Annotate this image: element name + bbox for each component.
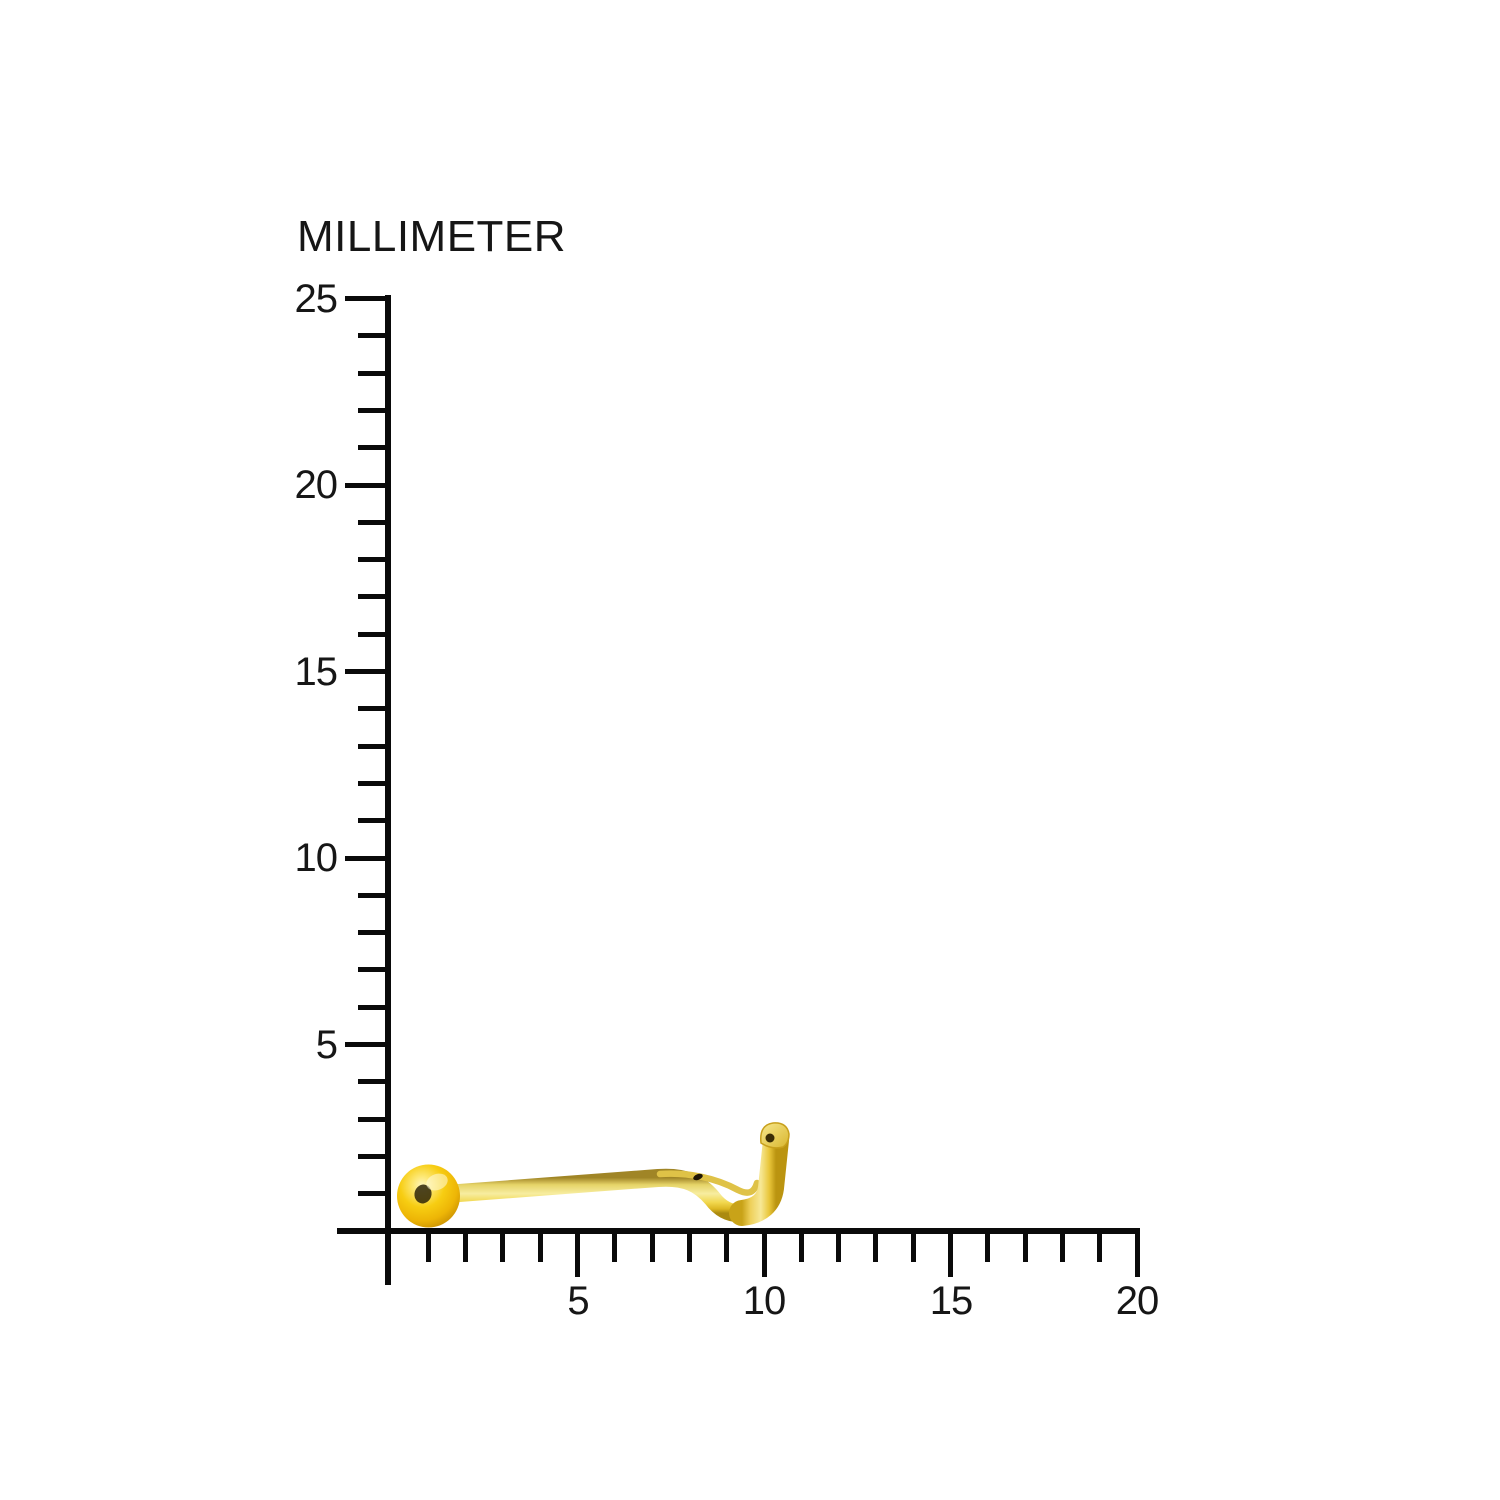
h-tick-minor	[911, 1231, 916, 1262]
y-axis-label: 15	[294, 650, 339, 694]
stud-ball-highlight	[426, 1173, 448, 1191]
h-tick-minor	[799, 1231, 804, 1262]
y-axis-line	[385, 295, 391, 1285]
h-tick-minor	[985, 1231, 990, 1262]
stud-hook-rim	[656, 1170, 761, 1196]
gold-nose-stud-photo	[397, 1122, 790, 1228]
h-tick-minor	[1097, 1231, 1102, 1262]
v-tick-minor	[358, 557, 391, 562]
h-tick-major	[762, 1231, 767, 1277]
stud-hook-tip-cap	[760, 1122, 790, 1149]
stud-hook-limb	[729, 1127, 789, 1226]
x-axis-label: 20	[1115, 1279, 1160, 1323]
v-tick-minor	[358, 520, 391, 525]
h-tick-minor	[1023, 1231, 1028, 1262]
v-tick-minor	[358, 408, 391, 413]
v-tick-minor	[358, 632, 391, 637]
h-tick-minor	[426, 1231, 431, 1262]
v-tick-major	[345, 856, 391, 861]
v-tick-minor	[358, 893, 391, 898]
v-tick-minor	[358, 930, 391, 935]
v-tick-minor	[358, 1154, 391, 1159]
x-axis-label: 10	[742, 1279, 787, 1323]
v-tick-major	[345, 296, 391, 301]
v-tick-minor	[358, 967, 391, 972]
v-tick-minor	[358, 1005, 391, 1010]
v-tick-minor	[358, 594, 391, 599]
v-tick-minor	[358, 818, 391, 823]
v-tick-major	[345, 483, 391, 488]
v-tick-minor	[358, 706, 391, 711]
h-tick-minor	[687, 1231, 692, 1262]
x-axis-label: 5	[567, 1279, 589, 1323]
stud-post	[437, 1168, 751, 1223]
v-tick-minor	[358, 744, 391, 749]
h-tick-minor	[538, 1231, 543, 1262]
v-tick-minor	[358, 333, 391, 338]
v-tick-major	[345, 669, 391, 674]
v-tick-minor	[358, 371, 391, 376]
page-title: MILLIMETER	[297, 212, 567, 261]
h-tick-minor	[724, 1231, 729, 1262]
v-tick-minor	[358, 1117, 391, 1122]
h-tick-minor	[612, 1231, 617, 1262]
stud-ball-reflection	[414, 1184, 432, 1204]
y-axis-label: 10	[294, 836, 339, 880]
v-tick-minor	[358, 1191, 391, 1196]
y-axis-label: 20	[294, 463, 339, 507]
stud-tip-notch	[765, 1133, 775, 1143]
h-tick-major	[1135, 1231, 1140, 1277]
v-tick-major	[345, 1042, 391, 1047]
y-axis-label: 25	[294, 277, 339, 321]
v-tick-minor	[358, 781, 391, 786]
h-tick-minor	[463, 1231, 468, 1262]
x-axis-line	[337, 1228, 1140, 1234]
h-tick-major	[575, 1231, 580, 1277]
h-tick-minor	[650, 1231, 655, 1262]
h-tick-minor	[500, 1231, 505, 1262]
h-tick-major	[948, 1231, 953, 1277]
h-tick-minor	[1060, 1231, 1065, 1262]
y-axis-label: 5	[315, 1023, 338, 1067]
h-tick-minor	[836, 1231, 841, 1262]
v-tick-minor	[358, 1079, 391, 1084]
v-tick-minor	[358, 445, 391, 450]
x-axis-label: 15	[929, 1279, 974, 1323]
h-tick-minor	[873, 1231, 878, 1262]
stud-post-fleck	[693, 1173, 703, 1181]
